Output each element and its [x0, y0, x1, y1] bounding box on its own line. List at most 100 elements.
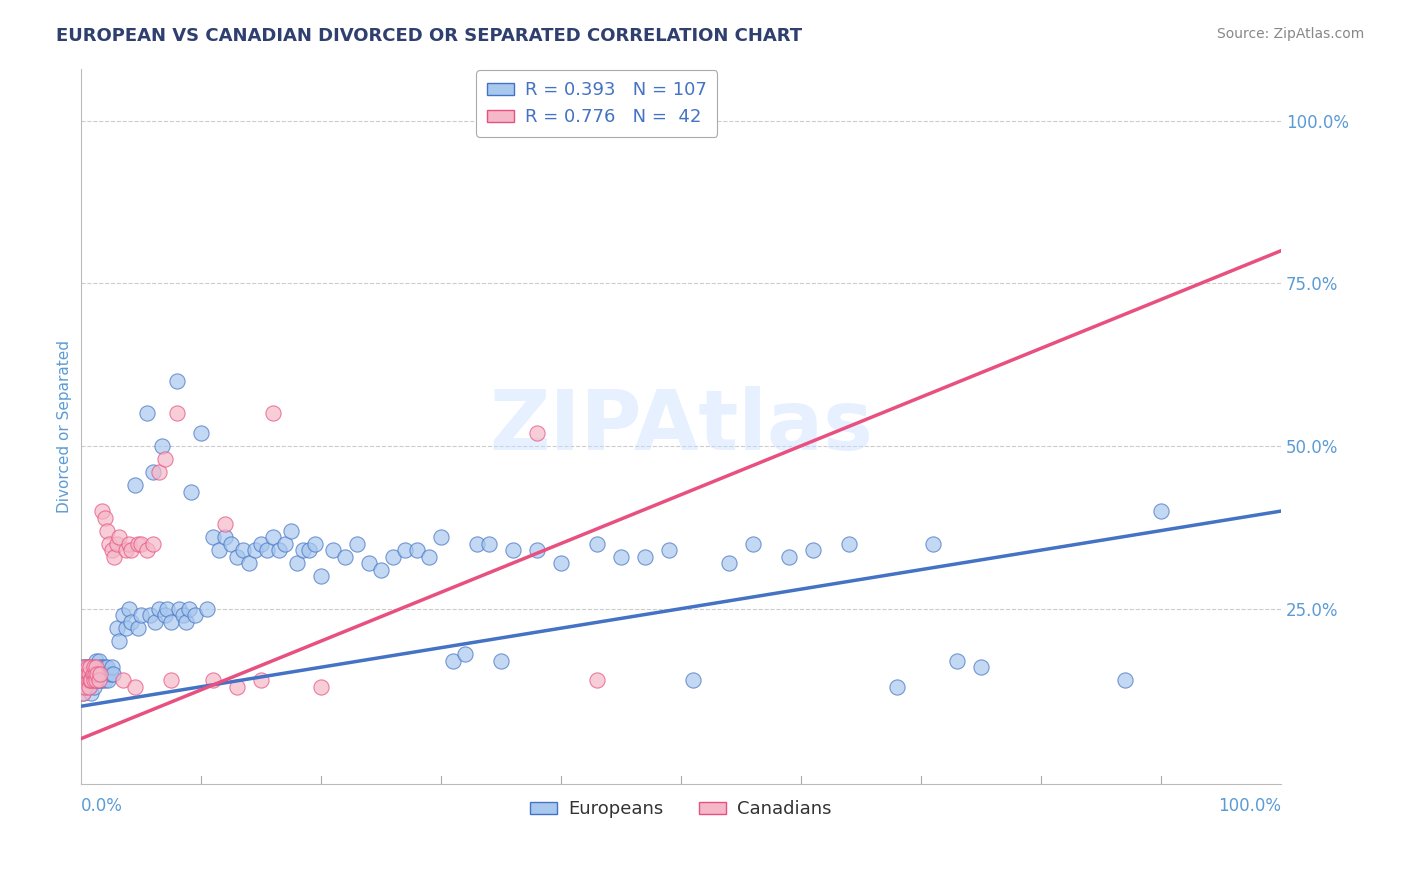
Point — [322, 543, 344, 558]
Point — [526, 543, 548, 558]
Point — [72, 686, 94, 700]
Point — [115, 621, 138, 635]
Point — [82, 666, 104, 681]
Point — [502, 543, 524, 558]
Point — [381, 549, 404, 564]
Point — [256, 543, 278, 558]
Point — [76, 660, 98, 674]
Point — [93, 673, 115, 688]
Point — [76, 680, 98, 694]
Y-axis label: Divorced or Separated: Divorced or Separated — [58, 340, 72, 513]
Point — [97, 673, 120, 688]
Point — [79, 660, 101, 674]
Point — [73, 673, 96, 688]
Point — [120, 615, 142, 629]
Point — [124, 478, 146, 492]
Point — [167, 601, 190, 615]
Text: 100.0%: 100.0% — [1218, 797, 1281, 815]
Point — [262, 407, 284, 421]
Point — [658, 543, 681, 558]
Point — [80, 666, 103, 681]
Point — [77, 666, 100, 681]
Point — [418, 549, 440, 564]
Point — [98, 536, 121, 550]
Point — [346, 536, 368, 550]
Point — [82, 673, 104, 688]
Point — [970, 660, 993, 674]
Point — [778, 549, 800, 564]
Point — [76, 666, 98, 681]
Point — [79, 673, 101, 688]
Point — [585, 536, 607, 550]
Point — [135, 543, 157, 558]
Point — [100, 660, 122, 674]
Point — [150, 439, 173, 453]
Point — [429, 530, 451, 544]
Point — [465, 536, 488, 550]
Point — [153, 608, 176, 623]
Point — [83, 660, 105, 674]
Point — [76, 673, 98, 688]
Point — [89, 673, 111, 688]
Point — [108, 634, 131, 648]
Point — [201, 530, 224, 544]
Point — [100, 666, 122, 681]
Point — [87, 654, 110, 668]
Point — [159, 673, 181, 688]
Point — [1150, 504, 1173, 518]
Point — [370, 563, 392, 577]
Point — [180, 484, 202, 499]
Point — [108, 530, 131, 544]
Point — [166, 374, 188, 388]
Point — [634, 549, 657, 564]
Point — [117, 536, 139, 550]
Point — [100, 543, 122, 558]
Point — [238, 556, 260, 570]
Point — [489, 654, 512, 668]
Point — [453, 647, 475, 661]
Point — [550, 556, 572, 570]
Point — [195, 601, 218, 615]
Point — [84, 673, 107, 688]
Point — [280, 524, 302, 538]
Point — [80, 673, 103, 688]
Point — [156, 601, 179, 615]
Point — [77, 666, 100, 681]
Point — [214, 530, 236, 544]
Point — [103, 549, 125, 564]
Point — [120, 543, 142, 558]
Point — [717, 556, 740, 570]
Point — [87, 673, 110, 688]
Point — [741, 536, 763, 550]
Point — [93, 510, 115, 524]
Point — [96, 660, 118, 674]
Point — [90, 666, 112, 681]
Point — [309, 569, 332, 583]
Point — [153, 452, 176, 467]
Point — [441, 654, 464, 668]
Point — [921, 536, 943, 550]
Point — [84, 666, 107, 681]
Point — [91, 666, 114, 681]
Point — [93, 660, 115, 674]
Point — [304, 536, 326, 550]
Point — [75, 673, 97, 688]
Point — [77, 680, 100, 694]
Point — [273, 536, 295, 550]
Point — [70, 680, 93, 694]
Point — [127, 621, 149, 635]
Point — [838, 536, 860, 550]
Point — [84, 666, 107, 681]
Point — [75, 660, 97, 674]
Point — [207, 543, 229, 558]
Point — [143, 615, 166, 629]
Text: ZIPAtlas: ZIPAtlas — [489, 386, 873, 467]
Point — [105, 536, 128, 550]
Point — [70, 673, 93, 688]
Point — [129, 536, 152, 550]
Point — [291, 543, 314, 558]
Point — [73, 666, 96, 681]
Text: EUROPEAN VS CANADIAN DIVORCED OR SEPARATED CORRELATION CHART: EUROPEAN VS CANADIAN DIVORCED OR SEPARAT… — [56, 27, 803, 45]
Point — [886, 680, 908, 694]
Text: Source: ZipAtlas.com: Source: ZipAtlas.com — [1216, 27, 1364, 41]
